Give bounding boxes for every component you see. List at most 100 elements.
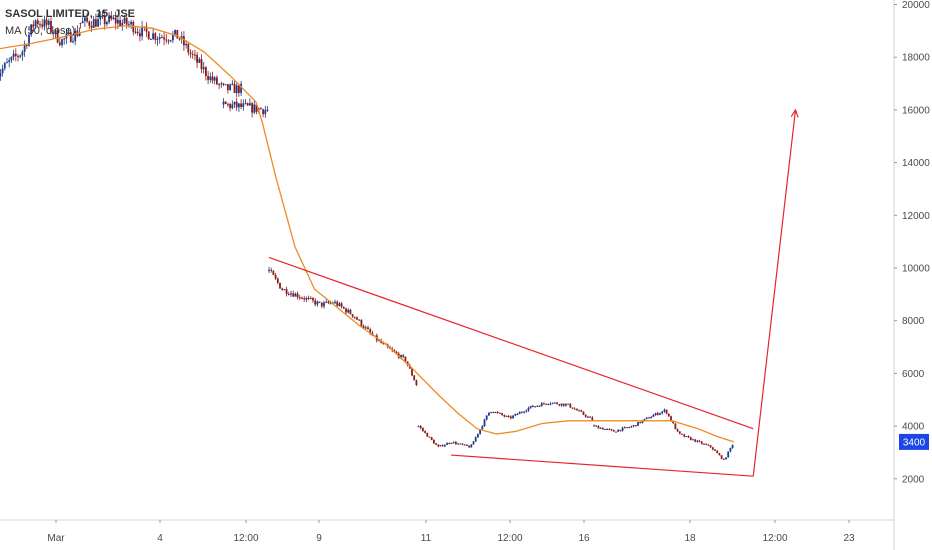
candle-down [103,15,106,25]
candle-down [601,427,604,430]
candle-down [176,30,179,39]
candle-down [69,32,72,43]
candle-up [417,426,420,428]
last-price-label: 3400 [903,437,926,448]
candle-down [178,38,181,40]
candle-up [378,340,380,342]
wedge-pattern-drawing[interactable] [268,108,799,477]
candle-down [246,103,249,106]
candle-up [220,83,223,85]
candle-up [587,416,589,418]
candle-down [428,436,431,438]
candle-up [169,40,172,42]
candle-up [661,411,664,414]
candle-down [426,432,429,437]
time-axis[interactable]: Mar 4 12:00 9 11 12:00 16 18 12:00 23 [47,520,855,544]
pattern-line-lower[interactable] [450,454,754,477]
candle-up [67,32,70,34]
x-tick-label: 16 [578,533,590,544]
candle-up [238,103,240,108]
candle-down [676,429,679,432]
candle-up [3,63,6,69]
candle-up [554,402,556,404]
candle-down [716,450,719,454]
candle-up [685,436,688,438]
candle-down [413,375,416,381]
candle-down [25,44,28,46]
candle-up [628,427,631,429]
candle-down [584,414,587,417]
candle-up [514,413,517,416]
candle-down [312,298,314,301]
x-tick-label: Mar [47,533,65,544]
candle-up [654,413,657,416]
candle-up [305,297,308,300]
candle-up [253,104,256,113]
candle-down [110,15,113,19]
candle-down [576,409,578,411]
candle-up [593,425,595,427]
candle-up [599,427,602,429]
candle-up [172,34,174,41]
candle-down [411,368,413,376]
candle-down [353,316,356,318]
candle-up [174,30,176,35]
candle-down [571,407,574,409]
candle-down [255,104,258,112]
candle-up [74,30,77,42]
candle-down [608,428,611,430]
candle-down [224,101,227,104]
candle-up [494,412,497,414]
candle-down [441,445,444,447]
price-axis[interactable]: 2000 4000 6000 8000 10000 12000 14000 16000 1800… [894,0,930,485]
candle-up [242,103,245,107]
candle-up [30,24,33,35]
candle-up [400,355,402,358]
candle-up [134,31,137,33]
candle-up [12,53,15,57]
candle-down [132,21,135,33]
candle-up [21,51,24,56]
candle-down [689,437,692,440]
candle-down [705,443,708,445]
candle-up [130,21,132,25]
candle-up [470,444,473,448]
pattern-line-upper[interactable] [268,256,754,430]
candle-up [128,24,130,26]
candle-up [63,38,66,40]
candle-up [623,427,626,429]
candle-down [435,443,437,445]
candle-down [670,416,672,422]
candle-down [404,356,407,362]
candle-down [698,440,701,442]
symbol-title[interactable]: SASOL LIMITED, 15, JSE [5,8,135,20]
candle-down [591,417,594,421]
candle-up [229,84,231,90]
candle-down [307,297,310,299]
candle-up [72,41,74,43]
y-tick-label: 8000 [902,316,925,327]
y-tick-label: 6000 [902,369,925,380]
candle-down [556,402,558,405]
candle-down [681,433,683,435]
candle-up [490,411,492,413]
candle-down [455,442,457,444]
x-tick-label: 23 [843,533,855,544]
candle-up [729,447,732,452]
candle-up [81,21,84,24]
pattern-line-target[interactable] [752,109,797,477]
candle-up [663,409,666,412]
indicator-label[interactable]: MA (50, close) [5,25,76,37]
x-tick-label: 12:00 [762,533,787,544]
candle-down [191,53,194,55]
candle-down [41,24,44,27]
candle-down [615,431,617,433]
y-tick-label: 10000 [902,264,930,275]
candle-up [529,405,532,408]
candle-down [90,25,93,28]
x-tick-label: 9 [316,533,322,544]
candle-down [200,59,203,70]
candle-up [101,15,104,17]
candle-up [643,418,646,421]
